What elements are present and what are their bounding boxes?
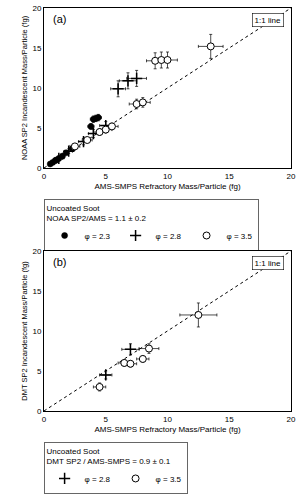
svg-text:0: 0 <box>42 172 47 181</box>
svg-text:20: 20 <box>32 247 41 256</box>
svg-text:10: 10 <box>32 327 41 336</box>
svg-text:15: 15 <box>225 172 234 181</box>
svg-text:15: 15 <box>225 415 234 424</box>
svg-text:0: 0 <box>37 407 42 416</box>
svg-text:0: 0 <box>42 415 47 424</box>
svg-text:φ = 2.8: φ = 2.8 <box>156 232 182 241</box>
svg-text:φ = 3.5: φ = 3.5 <box>227 232 253 241</box>
svg-text:10: 10 <box>32 84 41 93</box>
svg-text:Uncoated SootDMT SP2 / AMS-SMP: Uncoated SootDMT SP2 / AMS-SMPS = 0.9 ± … <box>47 447 171 466</box>
svg-text:0: 0 <box>37 164 42 173</box>
svg-text:(a): (a) <box>53 13 66 25</box>
svg-text:20: 20 <box>287 415 296 424</box>
svg-text:NOAA SP2 Incandescent Mass/Par: NOAA SP2 Incandescent Mass/Particle (fg) <box>20 15 29 160</box>
svg-text:5: 5 <box>37 367 42 376</box>
svg-text:10: 10 <box>163 172 172 181</box>
svg-text:φ = 2.8: φ = 2.8 <box>85 475 111 484</box>
svg-text:AMS-SMPS Refractory Mass/Parti: AMS-SMPS Refractory Mass/Particle (fg) <box>94 182 241 191</box>
svg-text:20: 20 <box>287 172 296 181</box>
svg-text:1:1 line: 1:1 line <box>255 16 281 25</box>
svg-text:5: 5 <box>104 415 109 424</box>
svg-text:φ = 3.5: φ = 3.5 <box>156 475 182 484</box>
svg-text:(b): (b) <box>53 256 66 268</box>
svg-text:AMS-SMPS Refractory Mass/Parti: AMS-SMPS Refractory Mass/Particle (fg) <box>94 425 241 434</box>
svg-text:5: 5 <box>104 172 109 181</box>
svg-text:10: 10 <box>163 415 172 424</box>
svg-text:20: 20 <box>32 4 41 13</box>
svg-text:5: 5 <box>37 124 42 133</box>
svg-text:15: 15 <box>32 287 41 296</box>
svg-text:1:1 line: 1:1 line <box>255 259 281 268</box>
svg-text:Uncoated SootNOAA SP2/AMS = 1.: Uncoated SootNOAA SP2/AMS = 1.1 ± 0.2 <box>47 204 147 223</box>
svg-text:φ = 2.3: φ = 2.3 <box>85 232 111 241</box>
svg-text:DMT SP2 Incandescent Mass/Part: DMT SP2 Incandescent Mass/Particle (fg) <box>20 261 29 401</box>
svg-text:15: 15 <box>32 44 41 53</box>
